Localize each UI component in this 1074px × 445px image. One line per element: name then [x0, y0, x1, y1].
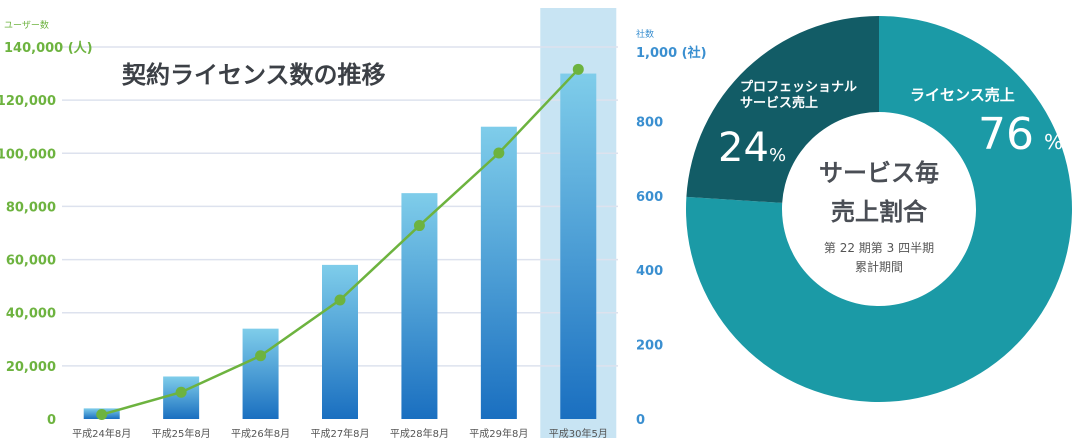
x-tick-label: 平成24年8月 [72, 427, 131, 440]
slice-label-line: サービス売上 [740, 95, 818, 111]
left-axis-label: ユーザー数 [4, 19, 49, 31]
line-point [493, 147, 505, 159]
donut-title-line: 売上割合 [831, 198, 928, 226]
right-axis-tick: 600 [636, 190, 663, 205]
slice-value: 24 [718, 125, 769, 171]
left-axis-tick: 80,000 [6, 200, 56, 215]
donut-title-line: サービス毎 [819, 159, 939, 187]
x-tick-label: 平成25年8月 [152, 427, 211, 440]
left-axis-tick: 60,000 [6, 254, 56, 269]
slice-license-sales [686, 16, 1072, 402]
slice-unit: % [769, 145, 786, 166]
bar [560, 73, 597, 420]
slice-value: 76 [978, 109, 1034, 160]
left-axis-tick: 120,000 [0, 94, 56, 109]
left-axis-tick: 40,000 [6, 307, 56, 322]
line-point [572, 63, 584, 75]
left-axis-tick: 100,000 [0, 147, 56, 162]
right-axis-tick: 0 [636, 413, 645, 428]
left-axis-tick: 20,000 [6, 360, 56, 375]
right-axis-unit-label: 1,000 (社) [636, 45, 707, 61]
right-axis-label: 社数 [636, 28, 654, 40]
donut-subtitle-line: 第 22 期第 3 四半期 [824, 241, 934, 255]
slice-unit: % [1044, 130, 1063, 154]
line-point [96, 409, 108, 421]
x-tick-label: 平成30年5月 [549, 427, 608, 440]
bar [242, 328, 279, 419]
donut-subtitle-line: 累計期間 [855, 259, 903, 274]
left-axis-tick: 0 [47, 413, 56, 428]
x-tick-label: 平成26年8月 [231, 427, 290, 440]
left-axis-unit-label: 140,000 (人) [4, 40, 93, 56]
line-point [175, 386, 187, 398]
line-point [413, 220, 425, 232]
x-tick-label: 平成29年8月 [469, 427, 528, 440]
bar [322, 264, 358, 419]
slice-label-line: プロフェッショナル [740, 80, 857, 95]
bar [480, 126, 517, 419]
slice-label: ライセンス売上 [910, 86, 1015, 104]
x-tick-label: 平成27年8月 [310, 427, 369, 440]
right-axis-tick: 800 [636, 115, 663, 130]
line-point [255, 350, 267, 362]
slice-professional-services [686, 16, 879, 203]
line-point [334, 294, 346, 306]
license-bar-line-chart: 契約ライセンス数の推移 ユーザー数 140,000 (人) 0 20,000 40,000… [0, 8, 707, 440]
right-axis-tick: 400 [636, 264, 663, 279]
chart-title: 契約ライセンス数の推移 [122, 61, 386, 89]
right-axis-tick: 200 [636, 339, 663, 354]
bar [163, 376, 200, 419]
x-tick-label: 平成28年8月 [390, 427, 449, 440]
